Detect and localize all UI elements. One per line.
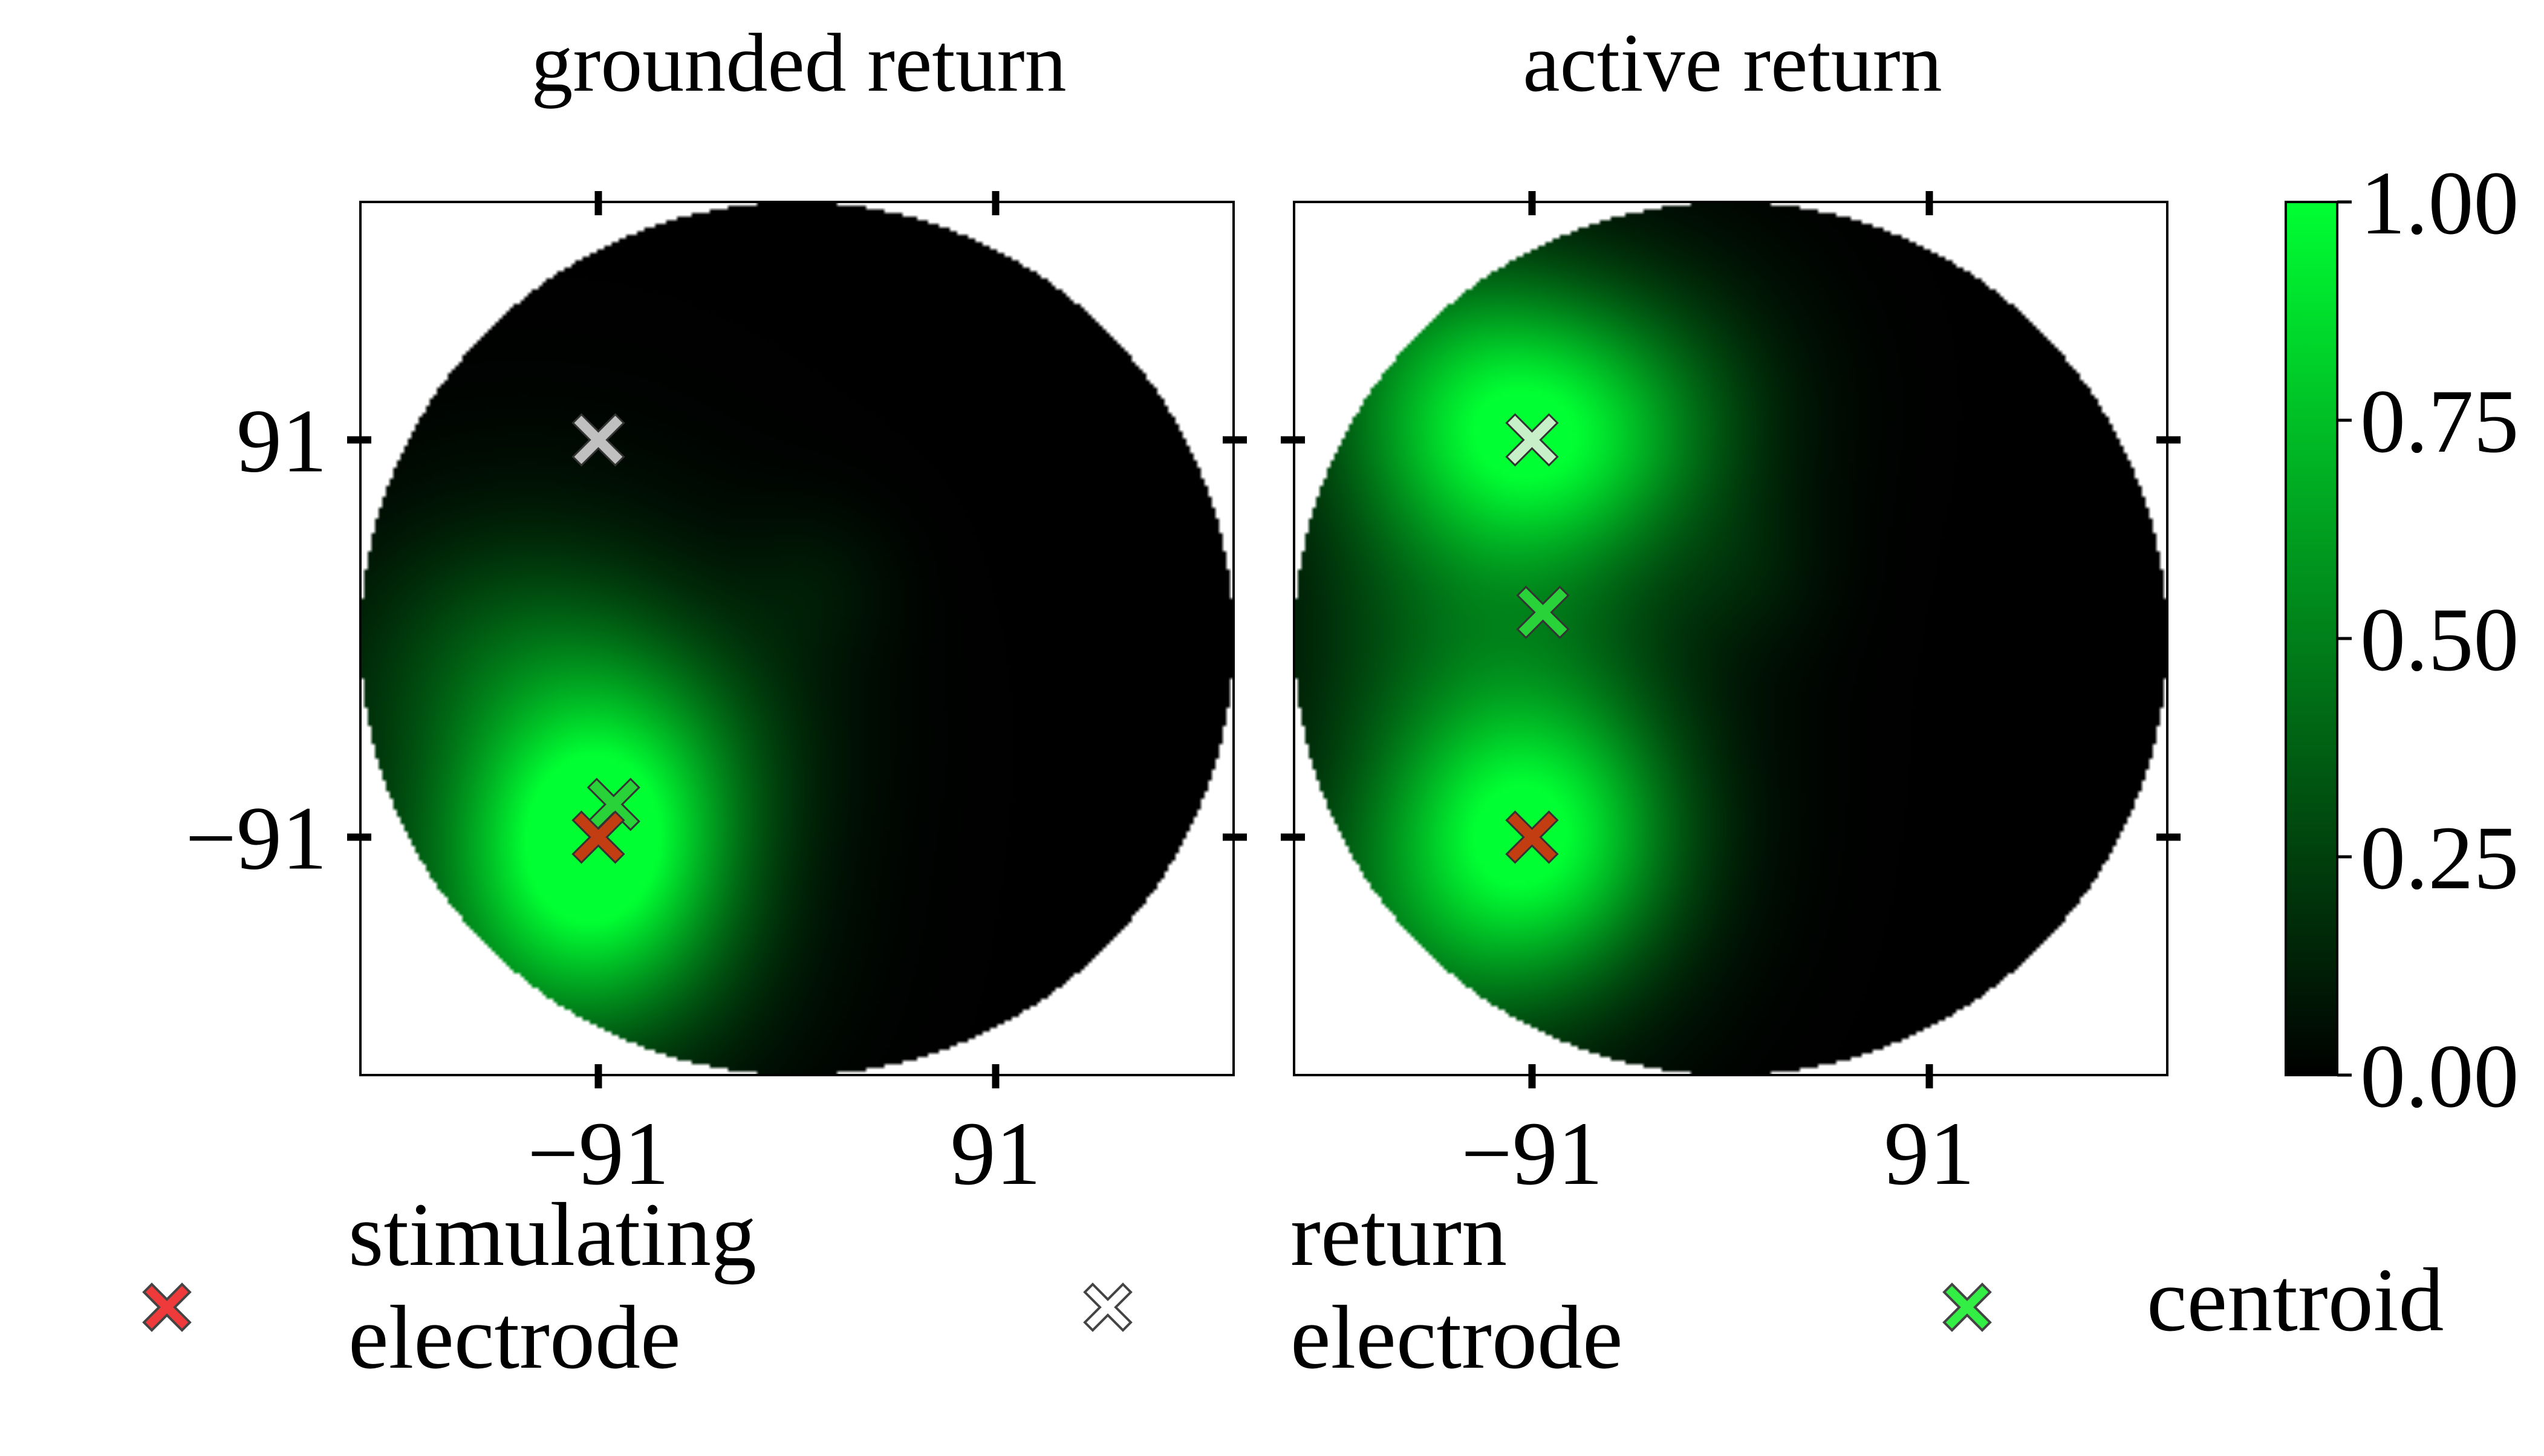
axes-frame-active-return <box>1293 201 2168 1076</box>
y-tick-label: −91 <box>185 788 327 889</box>
colorbar: 0.00 0.25 0.50 0.75 1.00 <box>2285 153 2519 1126</box>
legend-label-return: electrode <box>1290 1287 1623 1388</box>
stimulating-electrode-marker <box>1505 810 1559 864</box>
heatmap-active-return <box>1294 202 2167 1075</box>
colorbar-tick-label: 0.50 <box>2360 590 2519 690</box>
ticks-active-return: −91 91 <box>1281 191 2181 1204</box>
ticks-grounded-return: −91 −91 91 91 <box>185 191 1247 1204</box>
colorbar-tick-label: 0.25 <box>2360 808 2519 908</box>
markers-grounded-return <box>571 413 640 864</box>
colorbar-gradient <box>2285 201 2338 1076</box>
panel-title-active-return: active return <box>1523 16 1942 109</box>
x-tick-label: −91 <box>1461 1103 1603 1204</box>
legend-marker-stimulating <box>142 1282 192 1332</box>
return-electrode-marker <box>1505 413 1559 467</box>
x-tick-label: 91 <box>951 1103 1041 1204</box>
colorbar-tick-label: 0.75 <box>2360 371 2519 472</box>
heatmap-image-active-return <box>1294 202 2167 1075</box>
axes-frame-grounded-return <box>359 201 1235 1076</box>
x-tick-label: −91 <box>527 1103 669 1204</box>
legend-label-stimulating: stimulating <box>348 1185 756 1285</box>
return-electrode-marker <box>571 413 625 467</box>
colorbar-ticks: 0.00 0.25 0.50 0.75 1.00 <box>2337 153 2519 1126</box>
x-tick-label: 91 <box>1884 1103 1975 1204</box>
stimulating-electrode-marker <box>571 810 625 864</box>
legend-label-centroid: centroid <box>2147 1250 2444 1350</box>
colorbar-tick-label: 1.00 <box>2360 153 2519 253</box>
heatmap-image-grounded-return <box>360 202 1234 1075</box>
markers-active-return <box>1505 413 1570 864</box>
heatmap-grounded-return <box>360 202 1234 1075</box>
panel-grounded-return: grounded return −91 −91 91 91 <box>185 16 1247 1204</box>
legend-label-stimulating: electrode <box>348 1287 681 1388</box>
panel-title-grounded-return: grounded return <box>531 16 1066 109</box>
y-tick-label: 91 <box>236 391 327 491</box>
legend-label-return: return <box>1290 1185 1507 1285</box>
panel-active-return: active return −91 91 <box>1281 16 2181 1204</box>
centroid-marker <box>1516 585 1570 639</box>
colorbar-tick-label: 0.00 <box>2360 1026 2519 1126</box>
legend-marker-centroid <box>1942 1282 1992 1332</box>
legend-marker-return <box>1083 1282 1133 1332</box>
